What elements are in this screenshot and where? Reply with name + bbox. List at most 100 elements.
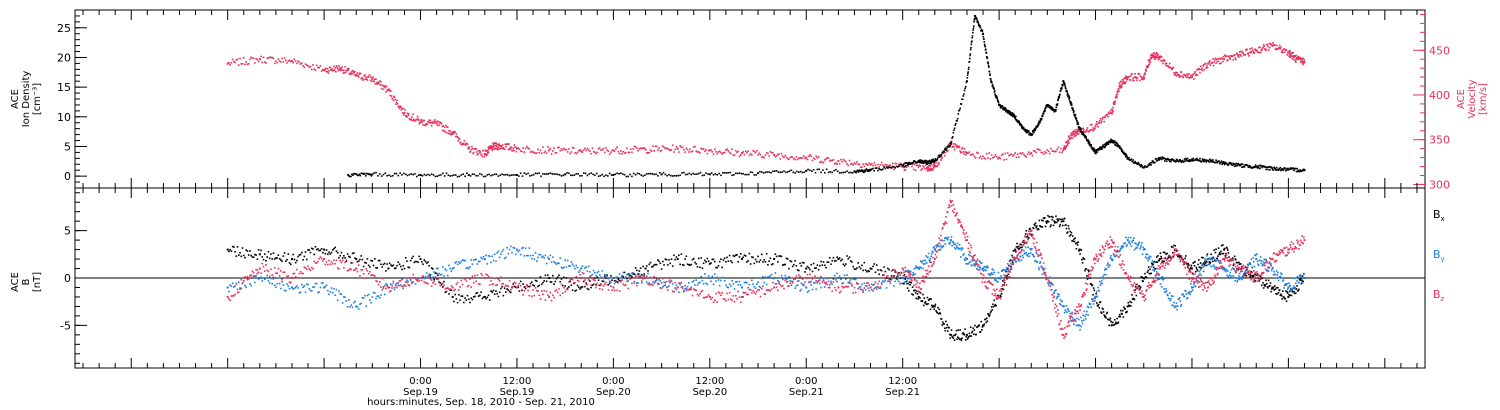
series-dot xyxy=(822,261,825,263)
series-dot xyxy=(830,280,832,283)
series-dot xyxy=(447,132,450,135)
series-dot xyxy=(737,150,740,153)
series-dot xyxy=(963,148,966,150)
data-point xyxy=(933,159,936,162)
series-dot xyxy=(425,272,428,274)
series-dot xyxy=(707,260,710,263)
series-dot xyxy=(1114,144,1117,147)
series-dot xyxy=(249,58,251,61)
series-dot xyxy=(1068,310,1070,313)
series-dot xyxy=(666,264,669,266)
series-dot xyxy=(912,294,914,296)
series-dot xyxy=(590,152,592,155)
series-dot xyxy=(919,266,921,268)
series-dot xyxy=(1197,263,1199,266)
series-dot xyxy=(913,274,915,276)
series-dot xyxy=(1084,318,1087,320)
series-dot xyxy=(437,120,440,123)
series-dot xyxy=(856,267,858,269)
series-dot xyxy=(1222,60,1224,63)
series-dot xyxy=(1235,258,1237,261)
series-dot xyxy=(1039,262,1041,264)
series-dot xyxy=(497,143,500,145)
series-dot xyxy=(828,284,831,286)
series-dot xyxy=(1121,86,1123,88)
series-dot xyxy=(981,326,984,328)
series-dot xyxy=(422,263,424,266)
series-dot xyxy=(1146,253,1149,256)
series-dot xyxy=(1056,104,1059,106)
series-dot xyxy=(1246,48,1248,51)
series-dot xyxy=(662,145,664,147)
series-dot xyxy=(601,270,604,272)
series-dot xyxy=(305,258,308,261)
series-dot xyxy=(370,80,373,83)
series-dot xyxy=(464,297,466,299)
series-dot xyxy=(772,170,774,173)
series-dot xyxy=(838,275,841,277)
series-dot xyxy=(1011,256,1014,259)
series-dot xyxy=(1055,108,1057,111)
series-dot xyxy=(1250,50,1253,53)
series-dot xyxy=(952,131,955,134)
series-dot xyxy=(1082,257,1084,259)
series-dot xyxy=(984,268,986,271)
series-dot xyxy=(1189,160,1192,162)
series-dot xyxy=(879,164,882,166)
series-dot xyxy=(409,259,412,262)
series-dot xyxy=(929,160,931,162)
series-dot xyxy=(1152,160,1154,162)
series-dot xyxy=(890,167,893,170)
series-dot xyxy=(1065,309,1067,312)
series-dot xyxy=(613,282,616,285)
series-dot xyxy=(375,267,377,269)
series-dot xyxy=(566,172,568,174)
series-dot xyxy=(309,65,312,68)
series-dot xyxy=(1120,147,1122,150)
series-dot xyxy=(512,283,515,285)
series-dot xyxy=(631,275,633,278)
series-dot xyxy=(1166,158,1169,161)
series-dot xyxy=(1202,256,1204,259)
series-dot xyxy=(257,278,260,280)
series-dot xyxy=(389,94,392,97)
series-dot xyxy=(518,175,520,177)
series-dot xyxy=(349,72,352,74)
series-dot xyxy=(334,67,337,69)
series-dot xyxy=(1100,147,1102,150)
series-dot xyxy=(921,300,924,302)
data-point xyxy=(371,77,374,80)
series-dot xyxy=(715,280,717,282)
series-dot xyxy=(936,251,939,253)
series-dot xyxy=(236,246,239,248)
series-dot xyxy=(752,256,754,259)
series-dot xyxy=(582,172,585,174)
series-dot xyxy=(293,258,296,261)
series-dot xyxy=(977,22,980,25)
series-dot xyxy=(433,120,435,123)
series-dot xyxy=(1280,168,1283,171)
series-dot xyxy=(506,173,509,176)
series-dot xyxy=(689,148,691,151)
series-dot xyxy=(993,91,996,93)
series-dot xyxy=(566,287,569,290)
series-dot xyxy=(547,173,550,175)
series-dot xyxy=(1116,96,1118,98)
series-dot xyxy=(990,310,992,313)
series-dot xyxy=(495,145,498,148)
series-dot xyxy=(565,266,568,269)
series-dot xyxy=(1059,93,1061,96)
series-dot xyxy=(1056,103,1059,105)
series-dot xyxy=(1212,260,1214,263)
y-tick-label: 25 xyxy=(57,22,71,35)
series-dot xyxy=(373,292,376,294)
series-dot xyxy=(1204,62,1207,65)
series-dot xyxy=(1042,268,1044,271)
series-dot xyxy=(510,174,513,176)
series-dot xyxy=(1007,267,1010,270)
series-dot xyxy=(967,72,969,75)
series-dot xyxy=(550,153,553,155)
series-dot xyxy=(555,173,557,175)
series-dot xyxy=(1223,247,1226,250)
series-dot xyxy=(746,173,748,176)
